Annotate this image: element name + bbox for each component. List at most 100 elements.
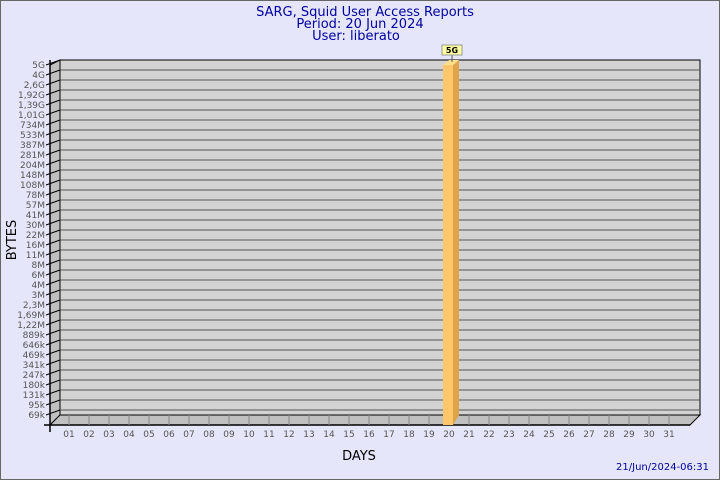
x-tick-label: 13 bbox=[303, 430, 314, 440]
x-tick-label: 10 bbox=[243, 430, 255, 440]
y-tick-label: 22M bbox=[26, 231, 45, 241]
x-tick-label: 09 bbox=[223, 430, 235, 440]
chart-title: SARG, Squid User Access Reports bbox=[256, 5, 474, 20]
x-tick-label: 26 bbox=[563, 430, 575, 440]
y-tick bbox=[45, 139, 61, 146]
y-tick bbox=[45, 219, 61, 226]
y-tick-label: 30M bbox=[26, 221, 45, 231]
x-tick-label: 02 bbox=[83, 430, 94, 440]
y-tick-label: 6M bbox=[32, 271, 46, 281]
x-tick-label: 14 bbox=[323, 430, 335, 440]
y-tick bbox=[45, 299, 61, 306]
y-tick-label: 387M bbox=[20, 141, 45, 151]
x-tick-label: 24 bbox=[523, 430, 535, 440]
chart-subtitle-period: Period: 20 Jun 2024 bbox=[296, 17, 423, 32]
data-label: 5G bbox=[446, 46, 458, 55]
bar-day-20 bbox=[443, 65, 453, 425]
y-tick bbox=[45, 119, 61, 126]
y-tick-label: 1,22M bbox=[17, 321, 45, 331]
y-tick bbox=[45, 239, 61, 246]
y-tick-label: 247k bbox=[23, 371, 46, 381]
x-tick-label: 18 bbox=[403, 430, 415, 440]
x-tick-label: 21 bbox=[463, 430, 474, 440]
plot-floor bbox=[48, 414, 702, 426]
bar-side-day-20 bbox=[453, 60, 459, 425]
y-tick-label: 41M bbox=[26, 211, 45, 221]
y-axis-label: BYTES bbox=[5, 220, 20, 261]
y-tick bbox=[45, 359, 61, 366]
y-tick-label: 889k bbox=[23, 331, 46, 341]
y-tick bbox=[45, 229, 61, 236]
y-tick-label: 1,69M bbox=[17, 311, 45, 321]
y-tick bbox=[45, 129, 61, 136]
x-tick-label: 07 bbox=[183, 430, 194, 440]
bar-top-day-20 bbox=[443, 60, 459, 65]
y-tick bbox=[45, 329, 61, 336]
y-tick bbox=[45, 319, 61, 326]
x-tick-label: 08 bbox=[203, 430, 215, 440]
x-tick-label: 17 bbox=[383, 430, 394, 440]
y-tick-label: 281M bbox=[20, 151, 45, 161]
y-tick bbox=[45, 149, 61, 156]
y-tick-label: 2,6G bbox=[24, 81, 45, 91]
y-tick bbox=[45, 249, 61, 256]
x-axis-label: DAYS bbox=[342, 449, 376, 464]
chart-subtitle-user: User: liberato bbox=[312, 29, 400, 44]
x-tick-label: 29 bbox=[623, 430, 635, 440]
x-tick-label: 16 bbox=[363, 430, 375, 440]
y-tick-label: 3M bbox=[32, 291, 46, 301]
y-tick bbox=[45, 279, 61, 286]
y-tick-label: 57M bbox=[26, 201, 45, 211]
y-tick bbox=[45, 179, 61, 186]
y-tick-label: 108M bbox=[20, 181, 45, 191]
y-tick-label: 5G bbox=[32, 61, 45, 71]
footer-timestamp: 21/Jun/2024-06:31 bbox=[616, 462, 709, 473]
y-tick bbox=[45, 349, 61, 356]
y-tick-label: 1,39G bbox=[18, 101, 45, 111]
x-tick-label: 25 bbox=[543, 430, 554, 440]
y-tick-label: 2,3M bbox=[23, 301, 45, 311]
y-tick bbox=[45, 269, 61, 276]
y-tick bbox=[45, 209, 61, 216]
y-tick-label: 180k bbox=[23, 381, 46, 391]
y-tick-label: 1,92G bbox=[18, 91, 45, 101]
y-tick bbox=[45, 259, 61, 266]
y-tick-label: 341k bbox=[23, 361, 46, 371]
x-tick-label: 15 bbox=[343, 430, 354, 440]
y-tick bbox=[45, 99, 61, 106]
y-tick-label: 8M bbox=[32, 261, 46, 271]
x-tick-label: 11 bbox=[263, 430, 274, 440]
x-tick-label: 19 bbox=[423, 430, 435, 440]
y-tick-label: 95k bbox=[28, 401, 45, 411]
y-tick bbox=[45, 89, 61, 96]
y-tick-label: 1,01G bbox=[18, 111, 45, 121]
y-tick bbox=[45, 289, 61, 296]
x-tick-label: 06 bbox=[163, 430, 175, 440]
x-tick-label: 04 bbox=[123, 430, 135, 440]
y-tick bbox=[45, 199, 61, 206]
x-tick-label: 31 bbox=[663, 430, 674, 440]
x-tick-label: 27 bbox=[583, 430, 594, 440]
y-tick-label: 469k bbox=[23, 351, 46, 361]
y-tick-label: 69k bbox=[28, 411, 45, 421]
x-tick-label: 22 bbox=[483, 430, 494, 440]
y-tick bbox=[45, 309, 61, 316]
y-tick-label: 78M bbox=[26, 191, 45, 201]
y-tick bbox=[45, 59, 61, 66]
y-tick-label: 4G bbox=[32, 71, 45, 81]
x-tick-label: 05 bbox=[143, 430, 154, 440]
y-tick-label: 533M bbox=[20, 131, 45, 141]
y-tick bbox=[45, 409, 61, 416]
x-tick-label: 03 bbox=[103, 430, 114, 440]
y-tick bbox=[45, 109, 61, 116]
y-tick bbox=[45, 399, 61, 406]
y-tick-label: 131k bbox=[23, 391, 46, 401]
x-tick-label: 23 bbox=[503, 430, 514, 440]
y-tick bbox=[45, 339, 61, 346]
x-tick-label: 30 bbox=[643, 430, 655, 440]
x-tick-label: 28 bbox=[603, 430, 615, 440]
y-tick-label: 204M bbox=[20, 161, 45, 171]
y-tick bbox=[45, 379, 61, 386]
y-tick-label: 16M bbox=[26, 241, 45, 251]
y-tick bbox=[45, 189, 61, 196]
